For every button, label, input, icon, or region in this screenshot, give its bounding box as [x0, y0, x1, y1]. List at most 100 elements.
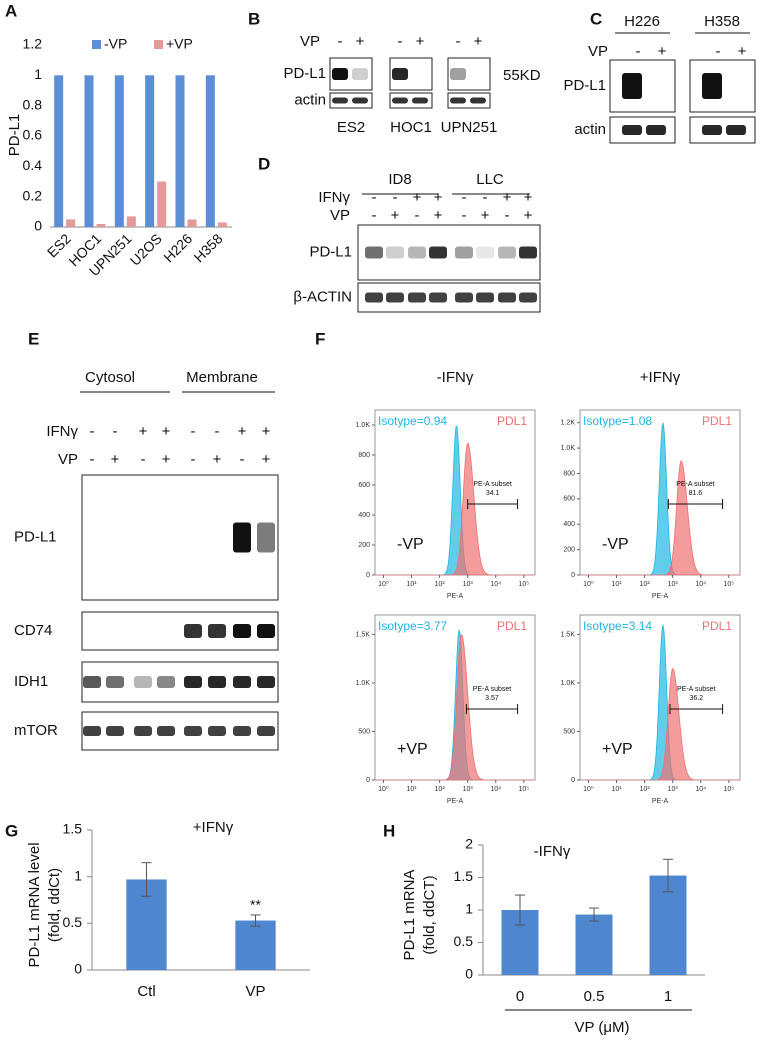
- y-tick-label: 0.6: [23, 127, 43, 143]
- bar: [157, 181, 167, 227]
- row-label: actin: [574, 121, 606, 138]
- lane-sign: -: [90, 423, 95, 440]
- lane-sign: -: [372, 189, 377, 206]
- band: [622, 125, 642, 135]
- marker-label: PDL1: [702, 619, 732, 633]
- legend-swatch: [154, 40, 163, 49]
- histogram: [580, 667, 740, 781]
- x-tick-label: 10⁴: [490, 581, 501, 588]
- band: [184, 624, 202, 638]
- y-tick-label: 500: [358, 728, 370, 735]
- chart-title: -IFNγ: [534, 843, 571, 860]
- column-title: -IFNγ: [437, 369, 474, 386]
- panel-letter: G: [5, 821, 18, 840]
- x-tick-label: 10³: [668, 786, 679, 793]
- band: [184, 726, 202, 736]
- band: [365, 292, 383, 303]
- x-tick-label: 10⁴: [490, 786, 501, 793]
- y-tick-label: 1.0K: [561, 680, 576, 687]
- column-title: +IFNγ: [640, 369, 681, 386]
- band: [498, 292, 516, 303]
- lane-sign: -: [113, 423, 118, 440]
- treatment-label: IFNγ: [46, 423, 78, 440]
- lane-sign: +: [213, 451, 222, 468]
- lane-sign: -: [462, 189, 467, 206]
- band: [622, 73, 642, 99]
- x-axis-label: PE-A: [447, 593, 464, 600]
- x-tick-label: 10¹: [406, 786, 417, 793]
- row-label: mTOR: [14, 722, 58, 739]
- x-tick-label: H226: [160, 230, 195, 265]
- lane-sign: -: [398, 33, 403, 50]
- band: [134, 676, 152, 688]
- y-axis-label: PD-L1: [6, 114, 23, 157]
- bar: [84, 75, 94, 227]
- x-tick-label: 10⁰: [583, 580, 594, 588]
- band: [519, 246, 537, 259]
- isotype-label: Isotype=1.08: [583, 414, 652, 428]
- x-tick-label: VP: [245, 983, 265, 1000]
- group-label: H226: [624, 13, 660, 30]
- bar: [575, 914, 613, 975]
- band: [257, 624, 275, 638]
- y-tick-label: 0: [571, 572, 575, 579]
- y-tick-label: 1.0K: [561, 445, 576, 452]
- x-tick-label: 1: [664, 988, 672, 1005]
- lane-sign: -: [141, 451, 146, 468]
- band: [519, 292, 537, 303]
- x-tick-label: 10¹: [406, 581, 417, 588]
- lane-sign: -: [372, 207, 377, 224]
- lane-sign: +: [434, 189, 443, 206]
- band: [386, 246, 404, 259]
- band: [106, 726, 124, 736]
- isotype-label: Isotype=3.14: [583, 619, 652, 633]
- band: [208, 624, 226, 638]
- y-tick-label: 1.2: [23, 36, 43, 52]
- row-label: CD74: [14, 622, 52, 639]
- lane-sign: +: [434, 207, 443, 224]
- y-tick-label: 1: [465, 901, 473, 917]
- y-tick-label: 800: [563, 470, 575, 477]
- y-tick-label: 200: [563, 546, 575, 553]
- y-axis-label: (fold, ddCt): [46, 868, 63, 942]
- band: [646, 125, 666, 135]
- isotype-label: Isotype=0.94: [378, 414, 447, 428]
- panel-letter: A: [5, 1, 17, 20]
- x-axis-label: PE-A: [652, 593, 669, 600]
- band: [208, 676, 226, 688]
- gate-value: 81.6: [689, 490, 703, 497]
- x-tick-label: 0: [516, 988, 524, 1005]
- legend-label: +VP: [166, 36, 193, 52]
- row-label: PD-L1: [309, 243, 352, 260]
- band: [332, 68, 348, 80]
- lane-sign: -: [393, 189, 398, 206]
- y-tick-label: 1: [34, 66, 42, 82]
- x-tick-label: 10⁵: [518, 786, 529, 793]
- lane-sign: -: [338, 33, 343, 50]
- x-tick-label: 10⁰: [583, 785, 594, 793]
- significance: **: [250, 897, 261, 913]
- blot-frame: [329, 92, 373, 109]
- treatment-label: VP: [58, 451, 78, 468]
- error-bar: [250, 914, 261, 927]
- histogram: [580, 460, 740, 576]
- x-tick-label: 0.5: [584, 988, 605, 1005]
- panel-letter: H: [383, 821, 395, 840]
- group-label: Membrane: [186, 369, 258, 386]
- x-tick-label: 10¹: [611, 786, 622, 793]
- x-tick-label: 10⁴: [695, 786, 706, 793]
- bar: [54, 75, 64, 227]
- y-tick-label: 400: [358, 512, 370, 519]
- lane-sign: +: [262, 423, 271, 440]
- gate-label: PE-A subset: [676, 481, 715, 488]
- bar: [175, 75, 185, 227]
- y-tick-label: 1.0K: [356, 680, 371, 687]
- y-tick-label: 0: [34, 218, 42, 234]
- row-label: IDH1: [14, 673, 48, 690]
- row-label: PD-L1: [14, 528, 57, 545]
- y-tick-label: 1: [74, 867, 82, 883]
- bar: [187, 219, 197, 227]
- y-tick-label: 0: [74, 961, 82, 977]
- bar: [126, 216, 136, 227]
